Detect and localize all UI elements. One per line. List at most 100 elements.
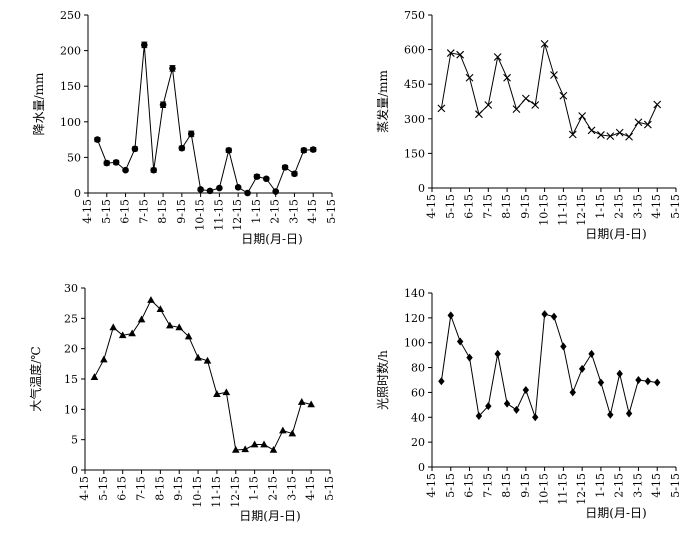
- data-point: [184, 332, 193, 340]
- x-tick-label: 5-15: [97, 476, 110, 501]
- x-tick-label: 10-15: [194, 199, 207, 231]
- x-tick-label: 11-15: [556, 194, 569, 226]
- data-point: [206, 187, 214, 195]
- x-tick-label: 3-15: [631, 473, 644, 498]
- x-tick-label: 4-15: [81, 199, 94, 224]
- x-tick-label: 11-15: [212, 199, 225, 231]
- x-tick-label: 1-15: [594, 473, 607, 498]
- x-tick-label: 8-15: [156, 199, 169, 224]
- x-tick-label: 9-15: [519, 194, 532, 219]
- data-point: [272, 188, 279, 195]
- y-tick-label: 140: [404, 287, 425, 300]
- y-tick-label: 5: [71, 434, 78, 447]
- y-tick-label: 0: [71, 464, 78, 477]
- y-tick-label: 100: [60, 116, 81, 129]
- data-point: [213, 390, 221, 397]
- data-point: [90, 373, 99, 380]
- data-point: [475, 110, 483, 119]
- y-axis-title: 蒸发量/mm: [375, 69, 390, 132]
- y-tick-label: 60: [411, 386, 425, 399]
- x-tick-label: 4-15: [650, 473, 663, 498]
- x-tick-label: 3-15: [285, 476, 298, 501]
- data-point: [531, 101, 540, 109]
- x-tick-label: 2-15: [266, 476, 279, 501]
- x-tick-label: 4-15: [425, 473, 438, 498]
- data-point: [222, 388, 231, 396]
- x-tick-label: 3-15: [631, 194, 644, 219]
- data-point: [281, 164, 289, 171]
- y-tick-label: 200: [60, 45, 81, 58]
- data-point: [178, 144, 186, 152]
- data-point: [540, 39, 549, 48]
- x-tick-label: 12-15: [231, 199, 244, 231]
- x-tick-label: 3-15: [287, 199, 300, 224]
- data-point: [216, 184, 223, 192]
- data-point: [625, 132, 633, 141]
- x-tick-label: 1-15: [250, 199, 263, 224]
- data-point: [250, 440, 259, 448]
- data-point: [169, 65, 176, 72]
- data-point: [291, 170, 298, 178]
- x-tick-label: 5-15: [325, 199, 338, 224]
- data-point: [234, 184, 242, 191]
- data-point: [300, 146, 308, 154]
- data-point: [269, 445, 278, 453]
- data-point: [653, 100, 662, 109]
- y-tick-label: 20: [64, 343, 78, 356]
- evaporation-chart: 0 150 300 450 600 750 4-15 5-15 6-15 7-15 8-15 9-15…: [375, 9, 682, 241]
- x-tick-label: 5-15: [444, 473, 457, 498]
- data-point: [231, 445, 240, 453]
- data-point: [307, 400, 315, 408]
- data-point: [297, 398, 306, 405]
- x-tick-label: 1-15: [248, 476, 261, 501]
- data-point: [187, 130, 195, 138]
- data-point: [197, 186, 204, 193]
- x-tick-label: 11-15: [556, 473, 569, 505]
- data-point: [263, 175, 270, 183]
- y-tick-label: 250: [60, 9, 81, 22]
- data-point: [615, 128, 624, 137]
- data-point: [644, 377, 652, 386]
- data-point: [137, 315, 146, 323]
- data-point: [522, 385, 530, 394]
- data-point: [578, 112, 587, 120]
- y-tick-label: 50: [67, 151, 81, 164]
- x-tick-label: 5-15: [323, 476, 336, 501]
- x-tick-label: 1-15: [594, 194, 607, 219]
- x-tick-label: 7-15: [135, 476, 148, 501]
- data-point: [560, 342, 567, 351]
- data-point: [103, 159, 111, 167]
- x-tick-label: 8-15: [500, 194, 513, 219]
- y-tick-label: 25: [64, 312, 78, 325]
- data-point: [194, 353, 202, 361]
- data-point: [475, 412, 483, 421]
- series-line: [93, 299, 312, 451]
- x-tick-label: 7-15: [137, 199, 150, 224]
- y-tick-label: 10: [64, 403, 78, 416]
- x-tick-label: 8-15: [153, 476, 166, 501]
- x-tick-label: 6-15: [116, 476, 129, 501]
- data-point: [493, 53, 502, 61]
- y-tick-label: 300: [404, 113, 425, 126]
- data-point: [109, 323, 118, 331]
- data-point: [241, 445, 249, 453]
- x-tick-label: 9-15: [519, 473, 532, 498]
- x-tick-label: 4-15: [78, 476, 91, 501]
- x-tick-label: 10-15: [191, 476, 204, 508]
- data-point: [128, 329, 136, 337]
- data-point: [616, 369, 623, 378]
- x-tick-label: 2-15: [613, 194, 626, 219]
- x-tick-label: 12-15: [575, 194, 588, 226]
- data-point: [131, 145, 139, 153]
- data-point: [166, 321, 174, 329]
- data-point: [513, 405, 520, 414]
- y-axis-title: 大气温度/℃: [28, 346, 43, 411]
- x-tick-label: 9-15: [175, 199, 188, 224]
- x-tick-label: 4-15: [425, 194, 438, 219]
- x-tick-label: 10-15: [538, 194, 551, 226]
- data-point: [512, 105, 521, 114]
- x-tick-label: 12-15: [575, 473, 588, 505]
- y-tick-label: 150: [60, 80, 81, 93]
- x-tick-label: 4-15: [304, 476, 317, 501]
